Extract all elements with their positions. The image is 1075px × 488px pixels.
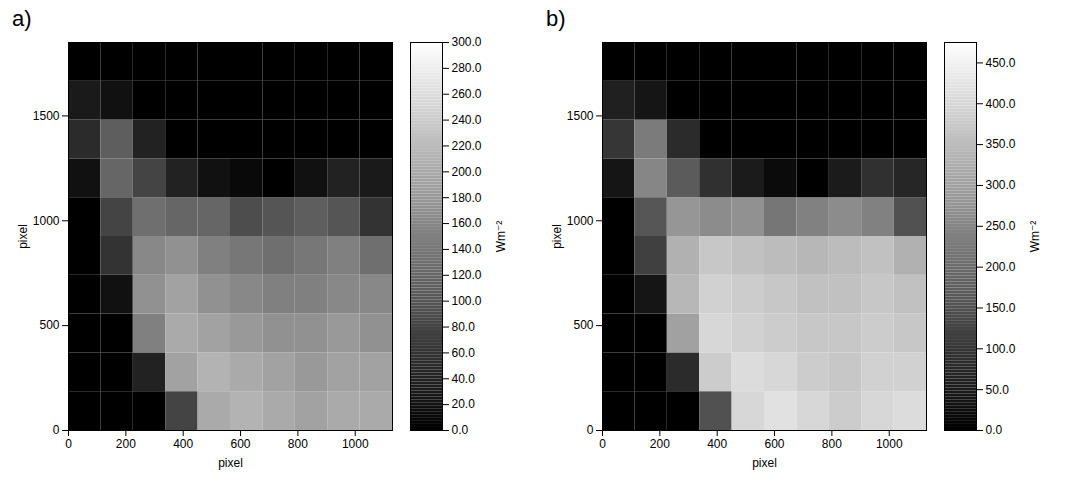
svg-text:600: 600 xyxy=(231,437,251,451)
svg-text:80.0: 80.0 xyxy=(452,320,476,334)
svg-text:1000: 1000 xyxy=(342,437,369,451)
svg-text:600: 600 xyxy=(765,437,785,451)
svg-text:800: 800 xyxy=(288,437,308,451)
svg-text:40.0: 40.0 xyxy=(452,372,476,386)
svg-text:0: 0 xyxy=(65,437,72,451)
svg-text:150.0: 150.0 xyxy=(986,301,1016,315)
svg-text:300.0: 300.0 xyxy=(452,35,482,49)
svg-text:pixel: pixel xyxy=(752,456,777,470)
svg-text:pixel: pixel xyxy=(16,224,30,249)
svg-text:220.0: 220.0 xyxy=(452,139,482,153)
svg-text:1000: 1000 xyxy=(33,214,60,228)
svg-text:0: 0 xyxy=(53,423,60,437)
svg-text:100.0: 100.0 xyxy=(452,294,482,308)
svg-text:400: 400 xyxy=(173,437,193,451)
svg-text:400.0: 400.0 xyxy=(986,97,1016,111)
svg-text:1000: 1000 xyxy=(567,214,594,228)
svg-text:0.0: 0.0 xyxy=(986,423,1003,437)
svg-text:500: 500 xyxy=(39,318,59,332)
svg-text:280.0: 280.0 xyxy=(452,61,482,75)
svg-text:200.0: 200.0 xyxy=(452,165,482,179)
svg-text:250.0: 250.0 xyxy=(986,219,1016,233)
svg-text:800: 800 xyxy=(822,437,842,451)
svg-text:500: 500 xyxy=(573,318,593,332)
svg-text:Wm⁻²: Wm⁻² xyxy=(1028,221,1042,253)
svg-text:pixel: pixel xyxy=(218,456,243,470)
svg-text:260.0: 260.0 xyxy=(452,87,482,101)
svg-text:1500: 1500 xyxy=(33,109,60,123)
svg-text:300.0: 300.0 xyxy=(986,178,1016,192)
svg-text:200: 200 xyxy=(116,437,136,451)
svg-text:1000: 1000 xyxy=(876,437,903,451)
html-text:a): a) xyxy=(12,6,32,31)
svg-text:0: 0 xyxy=(587,423,594,437)
svg-text:Wm⁻²: Wm⁻² xyxy=(494,221,508,253)
svg-text:0: 0 xyxy=(599,437,606,451)
svg-text:120.0: 120.0 xyxy=(452,268,482,282)
svg-text:50.0: 50.0 xyxy=(986,382,1010,396)
svg-text:450.0: 450.0 xyxy=(986,56,1016,70)
svg-text:200.0: 200.0 xyxy=(986,260,1016,274)
svg-text:1500: 1500 xyxy=(567,109,594,123)
svg-text:180.0: 180.0 xyxy=(452,191,482,205)
svg-text:350.0: 350.0 xyxy=(986,137,1016,151)
svg-text:pixel: pixel xyxy=(550,224,564,249)
svg-text:400: 400 xyxy=(707,437,727,451)
svg-text:60.0: 60.0 xyxy=(452,346,476,360)
svg-text:100.0: 100.0 xyxy=(986,342,1016,356)
svg-text:240.0: 240.0 xyxy=(452,113,482,127)
svg-text:160.0: 160.0 xyxy=(452,216,482,230)
svg-text:20.0: 20.0 xyxy=(452,397,476,411)
svg-text:200: 200 xyxy=(650,437,670,451)
html-text:b): b) xyxy=(546,6,566,31)
svg-text:140.0: 140.0 xyxy=(452,242,482,256)
svg-text:0.0: 0.0 xyxy=(452,423,469,437)
